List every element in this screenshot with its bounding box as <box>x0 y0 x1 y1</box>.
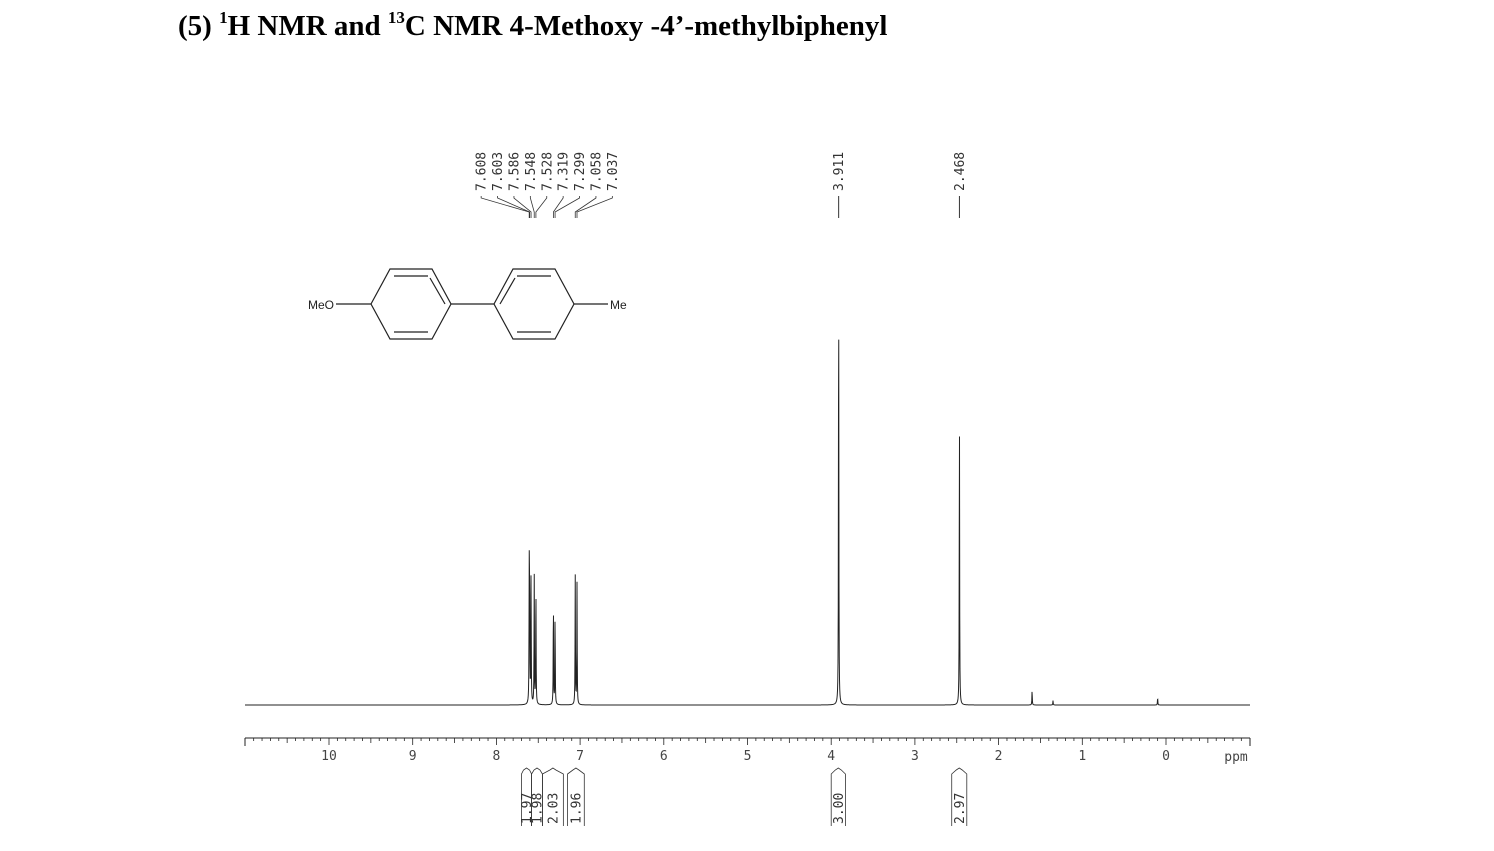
page-title: (5) 1H NMR and 13C NMR 4-Methoxy -4’-met… <box>178 8 887 43</box>
integral-value: 1.98 <box>530 793 545 824</box>
x-tick-label: 9 <box>409 749 417 764</box>
x-tick-label: 10 <box>321 749 337 764</box>
integrals: 1.971.98 2.03 1.96 3.00 2.97 <box>520 767 968 826</box>
integral-value: 2.03 <box>546 793 561 824</box>
benzene-ring-right <box>493 268 575 340</box>
integral-value: 1.96 <box>569 793 584 824</box>
peak-label-connector <box>535 196 548 218</box>
integral-bracket <box>521 767 532 786</box>
integral-bracket <box>531 767 543 786</box>
x-tick-label: 7 <box>576 749 584 764</box>
benzene-ring-left <box>370 268 452 340</box>
spectrum-trace <box>245 339 1250 706</box>
peak-label-connector <box>574 196 597 218</box>
integral-value: 2.97 <box>953 793 968 824</box>
title-prefix: (5) <box>178 10 220 42</box>
x-tick-label: 6 <box>660 749 668 764</box>
x-tick-label: 2 <box>995 749 1003 764</box>
x-tick-label: 5 <box>744 749 752 764</box>
integral-bracket <box>542 767 564 786</box>
peak-label: 3.911 <box>832 152 847 191</box>
integral-bracket <box>830 767 846 786</box>
x-tick-label: 3 <box>911 749 919 764</box>
methyl-label: Me <box>610 298 627 312</box>
peak-label-connector <box>497 196 531 218</box>
integral-bracket <box>951 767 968 786</box>
peak-label: 7.586 <box>507 152 522 191</box>
peak-label-connector <box>554 196 580 218</box>
peak-label-connector <box>480 196 530 218</box>
chemical-structure <box>336 268 608 340</box>
peak-label-connector <box>576 196 613 218</box>
peak-label: 7.608 <box>475 152 490 191</box>
title-superscript-13: 13 <box>387 8 405 27</box>
peak-label: 7.319 <box>557 152 572 191</box>
title-middle: H NMR and <box>227 10 388 42</box>
title-superscript-1: 1 <box>219 8 228 27</box>
peak-labels: 7.608 7.603 7.586 7.548 7.528 7.319 7.299 7.058… <box>475 152 968 218</box>
x-tick-label: 4 <box>827 749 835 764</box>
x-tick-label: 1 <box>1078 749 1086 764</box>
peak-label-connector <box>552 196 564 218</box>
integral-value: 3.00 <box>832 793 847 824</box>
methoxy-label: MeO <box>308 298 334 312</box>
peak-label: 7.528 <box>540 152 555 191</box>
peak-label: 2.468 <box>953 152 968 191</box>
peak-label-connector <box>513 196 532 218</box>
x-axis: 10 9 8 7 6 5 4 3 2 1 0 ppm <box>244 737 1251 765</box>
x-tick-label: 0 <box>1162 749 1170 764</box>
title-suffix: C NMR 4-Methoxy -4’-methylbiphenyl <box>404 10 888 42</box>
peak-label: 7.299 <box>573 152 588 191</box>
peak-label-connector <box>529 196 535 218</box>
peak-label: 7.058 <box>589 152 604 191</box>
peak-label: 7.603 <box>491 152 506 191</box>
peak-label: 7.548 <box>524 152 539 191</box>
integral-bracket <box>567 767 585 786</box>
x-axis-label: ppm <box>1224 750 1248 765</box>
peak-label: 7.037 <box>606 152 621 191</box>
x-tick-label: 8 <box>492 749 500 764</box>
